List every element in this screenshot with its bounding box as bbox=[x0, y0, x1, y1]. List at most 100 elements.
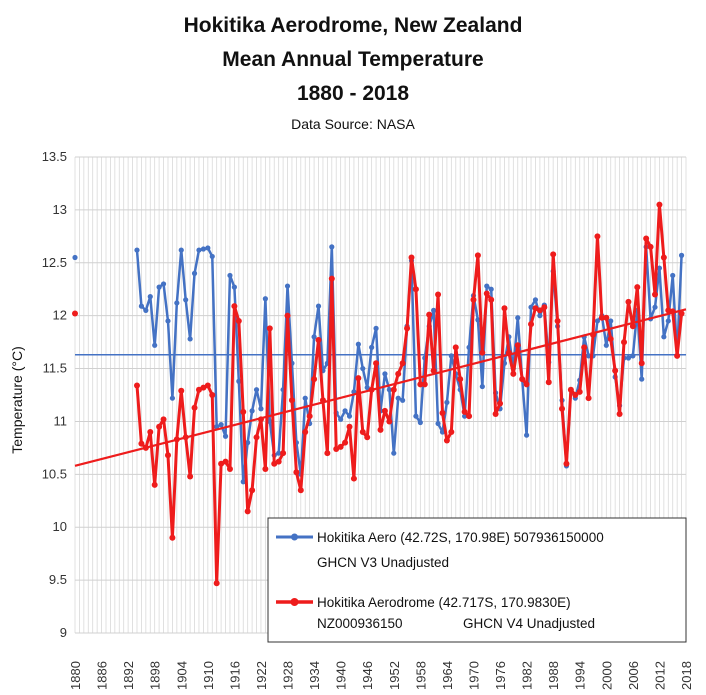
data-point bbox=[253, 434, 260, 441]
data-point bbox=[670, 272, 676, 279]
data-point bbox=[431, 307, 437, 313]
data-point bbox=[528, 321, 535, 328]
y-tick-label: 13 bbox=[53, 202, 67, 217]
data-point bbox=[559, 405, 566, 412]
data-point bbox=[227, 272, 233, 279]
data-point bbox=[443, 437, 450, 444]
legend-label-v3-line2: GHCN V3 Unadjusted bbox=[317, 555, 449, 570]
data-point bbox=[497, 400, 504, 407]
trend-line-layer bbox=[74, 308, 687, 467]
x-tick-label: 1958 bbox=[413, 661, 428, 690]
data-point bbox=[519, 376, 526, 383]
legend-label-v4-source: GHCN V4 Unadjusted bbox=[463, 616, 595, 631]
data-point bbox=[276, 450, 282, 456]
chart-source: Data Source: NASA bbox=[291, 116, 415, 132]
data-point bbox=[183, 297, 189, 303]
data-point bbox=[311, 376, 318, 383]
data-point bbox=[156, 423, 163, 430]
data-point bbox=[639, 376, 645, 382]
data-point bbox=[249, 487, 256, 494]
data-point bbox=[448, 429, 455, 436]
data-point bbox=[284, 312, 291, 319]
legend-marker-v4 bbox=[290, 598, 299, 606]
data-point bbox=[421, 381, 428, 388]
data-point bbox=[262, 466, 269, 473]
x-tick-label: 1976 bbox=[493, 661, 508, 690]
data-point bbox=[369, 344, 375, 350]
data-point bbox=[249, 408, 255, 414]
data-point bbox=[302, 395, 308, 401]
data-point bbox=[151, 481, 158, 488]
data-point bbox=[430, 367, 437, 374]
x-tick-label: 1994 bbox=[573, 661, 588, 690]
data-point bbox=[346, 423, 353, 430]
data-point bbox=[576, 388, 583, 395]
data-point bbox=[466, 413, 473, 420]
x-tick-labels: 1880 1886 1892 1898 1904 1910 1916 1922 1928 1934… bbox=[68, 661, 694, 690]
data-point bbox=[386, 387, 392, 393]
data-point bbox=[337, 443, 344, 450]
data-point bbox=[134, 247, 140, 253]
data-point bbox=[236, 378, 242, 384]
data-point bbox=[598, 314, 605, 321]
data-point bbox=[253, 387, 260, 393]
data-point bbox=[359, 429, 366, 436]
data-point bbox=[484, 283, 490, 289]
data-point bbox=[342, 408, 348, 414]
data-point bbox=[678, 310, 685, 317]
data-point bbox=[160, 416, 167, 423]
data-point bbox=[444, 399, 450, 406]
data-point bbox=[536, 307, 543, 314]
data-point bbox=[240, 408, 247, 415]
data-point bbox=[395, 370, 402, 377]
data-point bbox=[205, 245, 211, 251]
data-point bbox=[395, 395, 401, 401]
data-point bbox=[585, 353, 592, 359]
data-point bbox=[169, 534, 176, 541]
data-point bbox=[381, 407, 388, 414]
data-point bbox=[187, 336, 193, 342]
data-point bbox=[240, 479, 246, 485]
data-point bbox=[660, 254, 667, 261]
data-point bbox=[152, 342, 158, 348]
x-tick-label: 1916 bbox=[227, 661, 242, 690]
data-point bbox=[594, 233, 601, 240]
data-point bbox=[607, 335, 614, 342]
data-point bbox=[200, 246, 206, 252]
data-point bbox=[585, 395, 592, 402]
data-point bbox=[594, 318, 601, 324]
data-point bbox=[235, 317, 242, 324]
data-point bbox=[160, 281, 167, 287]
data-point bbox=[408, 254, 415, 261]
data-point bbox=[554, 317, 561, 324]
series-v4 bbox=[72, 201, 685, 587]
data-point bbox=[382, 371, 388, 377]
data-point bbox=[514, 342, 521, 349]
y-tick-label: 9 bbox=[60, 625, 67, 640]
data-point bbox=[634, 284, 641, 291]
legend: Hokitika Aero (42.72S, 170.98E) 50793615… bbox=[267, 517, 687, 643]
data-point bbox=[302, 429, 309, 436]
x-tick-label: 1934 bbox=[307, 661, 322, 690]
data-point bbox=[435, 291, 442, 298]
data-point bbox=[342, 439, 349, 446]
data-point bbox=[483, 290, 490, 297]
data-point bbox=[311, 334, 317, 340]
data-point bbox=[324, 450, 331, 457]
data-point bbox=[231, 303, 238, 310]
data-point bbox=[391, 450, 397, 456]
data-point bbox=[364, 434, 371, 441]
data-point bbox=[417, 381, 424, 388]
data-point bbox=[147, 429, 154, 436]
x-tick-label: 1880 bbox=[68, 661, 83, 690]
data-point bbox=[532, 297, 539, 303]
data-point bbox=[191, 404, 198, 411]
chart-title-line-1: Hokitika Aerodrome, New Zealand bbox=[183, 14, 523, 37]
data-point bbox=[475, 317, 481, 323]
data-point bbox=[461, 408, 468, 415]
x-tick-label: 2018 bbox=[679, 661, 694, 690]
y-tick-label: 12.5 bbox=[42, 255, 67, 270]
x-tick-label: 1970 bbox=[466, 661, 481, 690]
data-point bbox=[647, 243, 654, 250]
